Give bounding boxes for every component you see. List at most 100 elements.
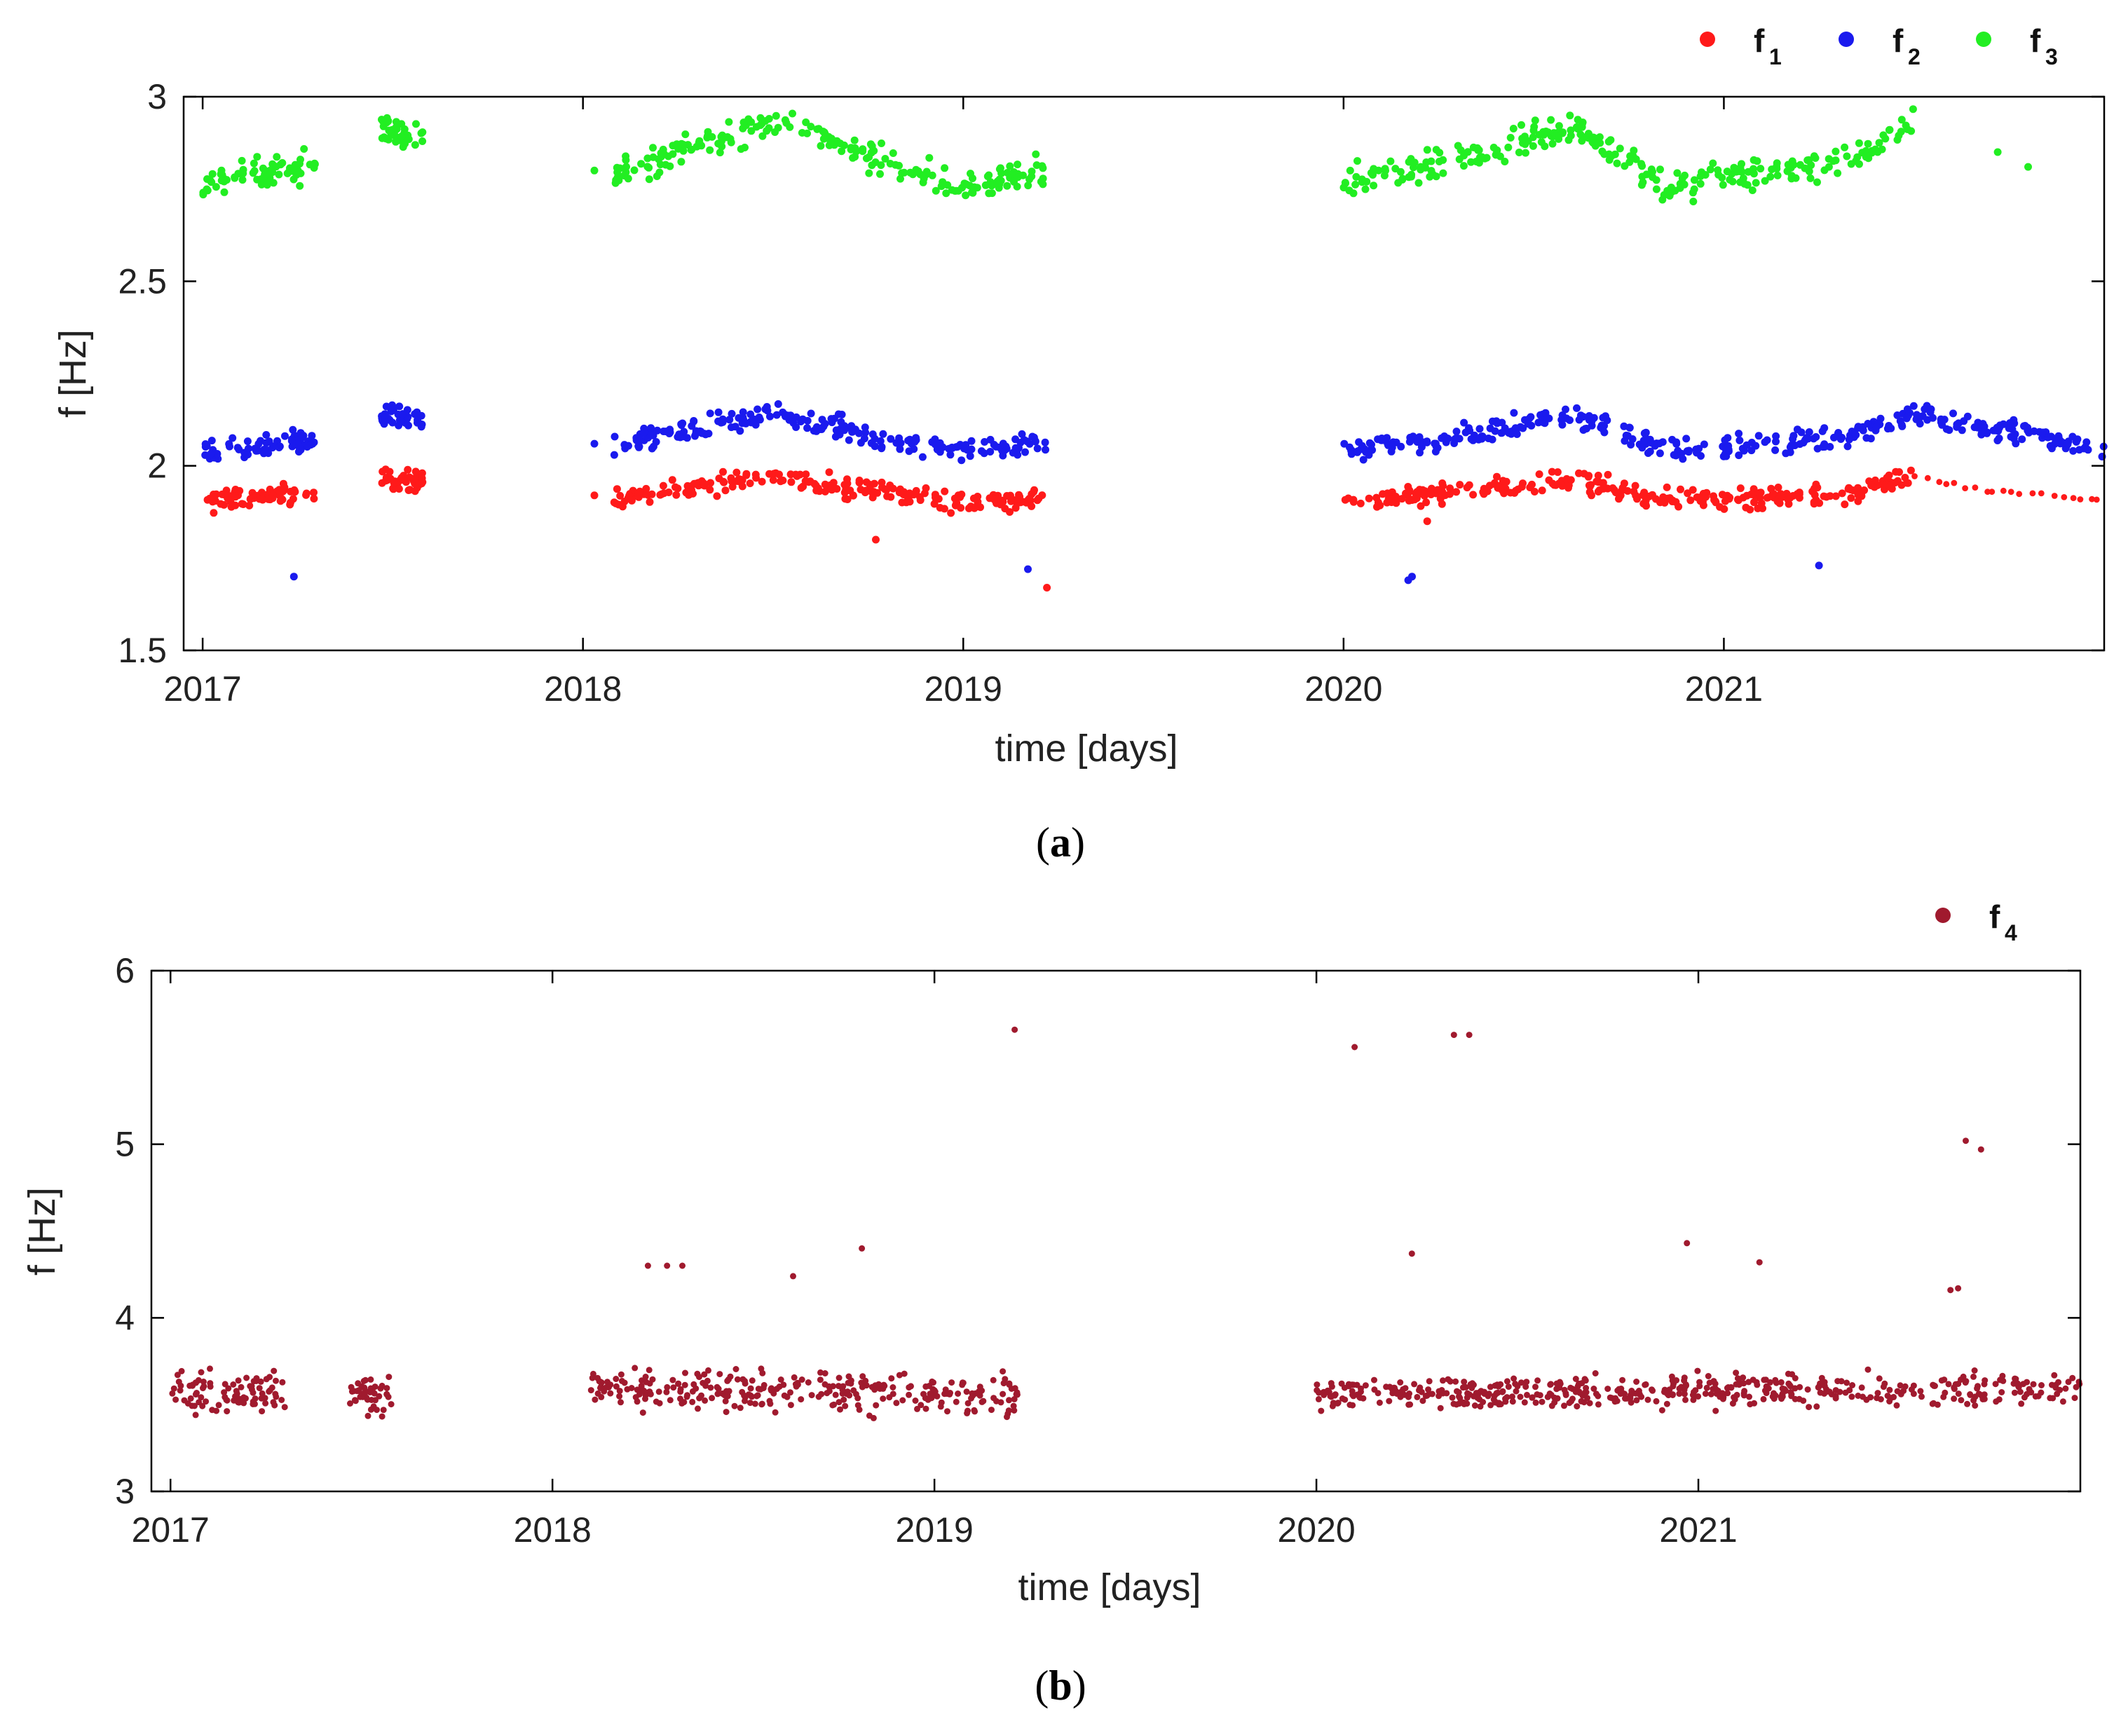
f2-point: [1642, 435, 1650, 444]
f3-point: [1834, 169, 1842, 177]
f1-point: [1759, 504, 1766, 512]
f2-point: [213, 450, 221, 458]
f2-point: [1700, 440, 1708, 449]
f2-point: [411, 410, 419, 418]
f4-point: [2011, 1389, 2018, 1396]
f4-point: [695, 1405, 701, 1412]
f1-point: [1689, 486, 1697, 494]
f3-point: [1847, 160, 1855, 168]
f2-point: [1374, 435, 1382, 444]
f4-point: [1457, 1395, 1464, 1402]
f3-point: [1864, 139, 1872, 148]
f4-point: [655, 1388, 662, 1395]
f4-point: [943, 1390, 950, 1397]
f3-point: [1550, 129, 1558, 137]
f3-point: [1787, 163, 1795, 172]
panel-b-ticks: 2017 2018 2019 2020 2021 3 4 5 6: [115, 951, 2080, 1550]
f1-point: [797, 484, 805, 492]
f2-point: [207, 449, 215, 458]
f4-point: [1426, 1378, 1433, 1385]
f4-point: [745, 1391, 752, 1398]
f2-point: [1497, 429, 1506, 437]
f4-point: [705, 1367, 711, 1374]
f3-point: [1732, 168, 1740, 176]
f1-point: [882, 486, 891, 494]
f3-point: [1600, 150, 1609, 158]
f4-point: [1707, 1390, 1714, 1397]
f1-point: [618, 503, 627, 511]
f3-point: [1787, 172, 1796, 180]
f3-point: [1752, 179, 1760, 187]
f4-point: [1785, 1380, 1792, 1387]
f4-point: [281, 1404, 288, 1411]
f4-point: [922, 1405, 929, 1412]
f4-outlier-point: [1963, 1137, 1969, 1144]
f4-point: [177, 1387, 184, 1394]
f4-outlier-point: [1351, 1044, 1358, 1051]
f4-point: [1440, 1377, 1446, 1384]
f2-point: [262, 439, 271, 447]
f1-point: [742, 470, 751, 478]
f2-point: [1452, 428, 1461, 436]
f4-point: [1513, 1388, 1520, 1395]
f4-point: [1713, 1390, 1720, 1397]
f2-point: [381, 411, 390, 420]
f4-point: [1981, 1395, 1988, 1402]
f4-outlier-point: [790, 1273, 796, 1280]
f3-point: [1398, 175, 1407, 184]
f2-point: [287, 435, 296, 444]
f4-point: [1910, 1382, 1917, 1389]
f2-point: [2064, 440, 2072, 449]
f1-point: [210, 509, 218, 517]
f3-point: [1813, 178, 1821, 186]
f3-point: [771, 128, 779, 136]
f2-point: [1771, 446, 1780, 454]
f2-point: [845, 436, 853, 444]
f3-point: [637, 160, 646, 168]
f4-point: [931, 1387, 938, 1394]
f1-point: [2000, 487, 2007, 494]
f1-point: [1033, 496, 1042, 505]
f1-point: [1810, 491, 1819, 499]
f2-point: [378, 417, 387, 425]
f1-point: [1642, 502, 1650, 510]
f4-point: [1676, 1390, 1683, 1397]
f1-point: [950, 494, 959, 503]
f2-point: [1033, 444, 1042, 453]
f4-point: [1569, 1386, 1576, 1393]
f4-point: [791, 1374, 798, 1381]
f1-point: [1594, 472, 1602, 479]
f2-point: [253, 446, 261, 455]
f4-point: [2012, 1376, 2019, 1383]
f2-point: [1340, 439, 1349, 448]
f4-point: [682, 1369, 688, 1376]
f4-point: [642, 1395, 648, 1402]
f3-point: [385, 126, 393, 135]
f4-point: [1971, 1367, 1978, 1374]
f2-point: [1417, 443, 1426, 451]
f1-point: [1001, 505, 1009, 513]
f4-point: [1876, 1375, 1883, 1382]
f1-point: [1028, 502, 1036, 510]
f3-point: [706, 146, 714, 154]
f3-point: [239, 165, 247, 174]
f3-point: [1522, 149, 1529, 157]
f4-point: [1694, 1367, 1701, 1374]
f4-point: [1661, 1388, 1668, 1395]
f2-point: [1836, 435, 1845, 443]
f1-point: [659, 481, 667, 490]
f4-point: [798, 1376, 805, 1383]
f4-point: [667, 1397, 674, 1404]
f4-point: [1314, 1381, 1321, 1388]
f1-point: [1810, 500, 1818, 508]
f4-point: [360, 1378, 367, 1384]
f4-point: [840, 1383, 847, 1390]
f2-point: [1970, 423, 1979, 432]
f2-point: [957, 456, 966, 465]
f2-point: [262, 431, 271, 439]
f1-point: [390, 479, 398, 487]
f1-point: [1604, 470, 1612, 479]
f4-point: [732, 1366, 739, 1372]
f3-point: [611, 179, 620, 187]
f4-point: [1349, 1388, 1356, 1395]
